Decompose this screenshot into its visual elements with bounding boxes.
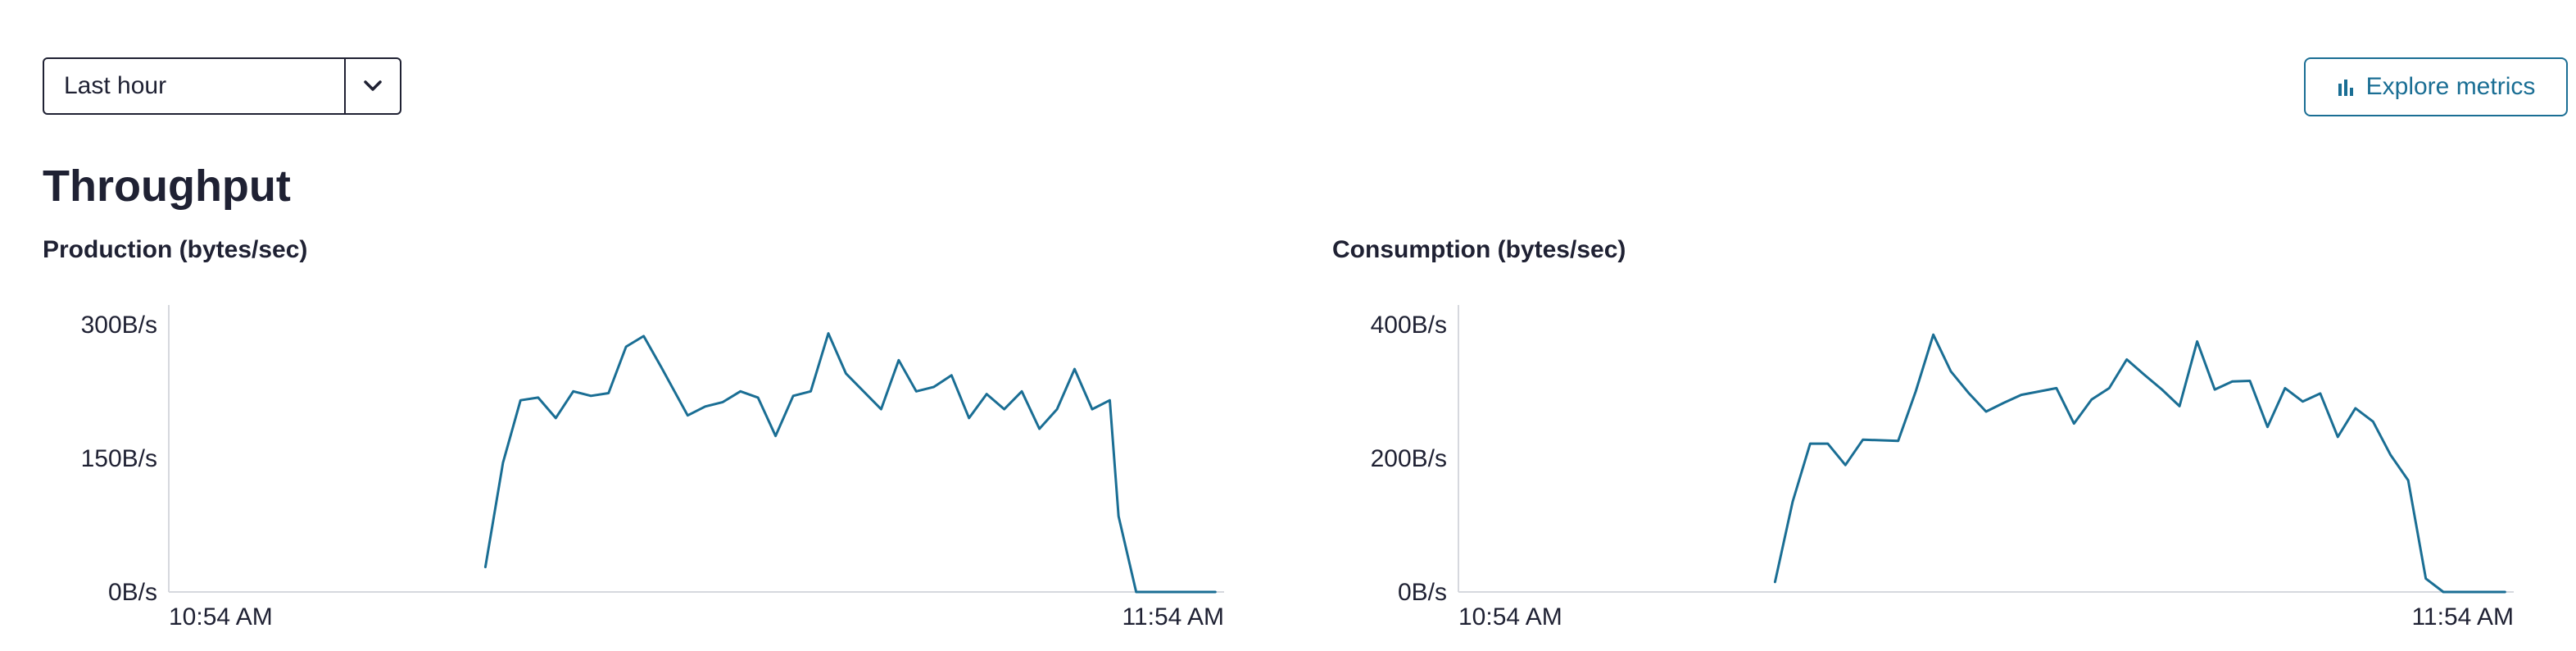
- bar-chart-icon: [2338, 80, 2353, 96]
- chevron-down-icon: [364, 80, 382, 91]
- production-chart: 0B/s 150B/s 300B/s 10:54 AM 11:54 AM: [81, 305, 1224, 631]
- section-title: Throughput: [43, 162, 291, 211]
- y-tick-label: 150B/s: [81, 445, 157, 472]
- time-range-value: Last hour: [64, 72, 167, 99]
- y-tick-label: 200B/s: [1371, 445, 1447, 472]
- consumption-chart: 0B/s 200B/s 400B/s 10:54 AM 11:54 AM: [1371, 305, 2514, 631]
- x-tick-label: 10:54 AM: [169, 603, 273, 631]
- explore-metrics-button[interactable]: Explore metrics: [2304, 57, 2568, 116]
- y-tick-label: 0B/s: [1398, 579, 1447, 606]
- consumption-chart-title: Consumption (bytes/sec): [1332, 236, 1626, 263]
- x-tick-label: 11:54 AM: [2411, 603, 2514, 631]
- x-tick-label: 11:54 AM: [1122, 603, 1224, 631]
- y-tick-label: 400B/s: [1371, 312, 1447, 339]
- time-range-select[interactable]: Last hour: [43, 57, 401, 115]
- time-range-dropdown-button[interactable]: [344, 59, 400, 113]
- explore-metrics-label: Explore metrics: [2365, 73, 2536, 100]
- x-tick-label: 10:54 AM: [1458, 603, 1562, 631]
- y-tick-label: 300B/s: [81, 312, 157, 339]
- series-line: [483, 332, 1217, 594]
- production-chart-title: Production (bytes/sec): [43, 236, 308, 263]
- series-line: [1773, 333, 2506, 594]
- y-tick-label: 0B/s: [108, 579, 157, 606]
